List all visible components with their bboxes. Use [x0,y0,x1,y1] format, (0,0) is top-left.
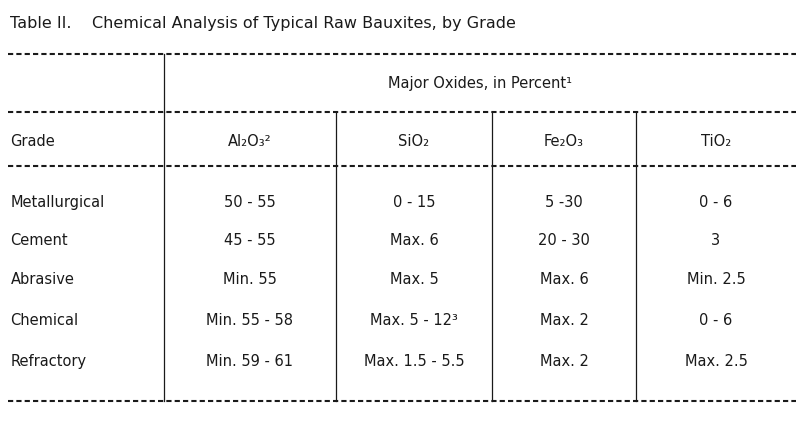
Text: Min. 2.5: Min. 2.5 [686,272,746,287]
Text: 0 - 15: 0 - 15 [393,195,435,209]
Text: Cement: Cement [10,233,68,248]
Text: Metallurgical: Metallurgical [10,195,105,209]
Text: Max. 2.5: Max. 2.5 [685,354,747,369]
Text: Max. 5 - 12³: Max. 5 - 12³ [370,313,458,328]
Text: Min. 55: Min. 55 [223,272,277,287]
Text: 0 - 6: 0 - 6 [699,313,733,328]
Text: Max. 6: Max. 6 [540,272,588,287]
Text: Max. 1.5 - 5.5: Max. 1.5 - 5.5 [364,354,464,369]
Text: TiO₂: TiO₂ [701,134,731,148]
Text: Max. 2: Max. 2 [539,354,589,369]
Text: Table II.    Chemical Analysis of Typical Raw Bauxites, by Grade: Table II. Chemical Analysis of Typical R… [10,16,516,31]
Text: Min. 55 - 58: Min. 55 - 58 [206,313,294,328]
Text: Grade: Grade [10,134,55,148]
Text: Chemical: Chemical [10,313,78,328]
Text: 5 -30: 5 -30 [545,195,583,209]
Text: 0 - 6: 0 - 6 [699,195,733,209]
Text: Max. 6: Max. 6 [390,233,438,248]
Text: Refractory: Refractory [10,354,86,369]
Text: Al₂O₃²: Al₂O₃² [228,134,272,148]
Text: Max. 5: Max. 5 [390,272,438,287]
Text: 20 - 30: 20 - 30 [538,233,590,248]
Text: 50 - 55: 50 - 55 [224,195,276,209]
Text: Max. 2: Max. 2 [539,313,589,328]
Text: 3: 3 [711,233,721,248]
Text: 45 - 55: 45 - 55 [224,233,276,248]
Text: Fe₂O₃: Fe₂O₃ [544,134,584,148]
Text: Min. 59 - 61: Min. 59 - 61 [206,354,294,369]
Text: Abrasive: Abrasive [10,272,74,287]
Text: SiO₂: SiO₂ [398,134,430,148]
Text: Major Oxides, in Percent¹: Major Oxides, in Percent¹ [388,77,572,91]
